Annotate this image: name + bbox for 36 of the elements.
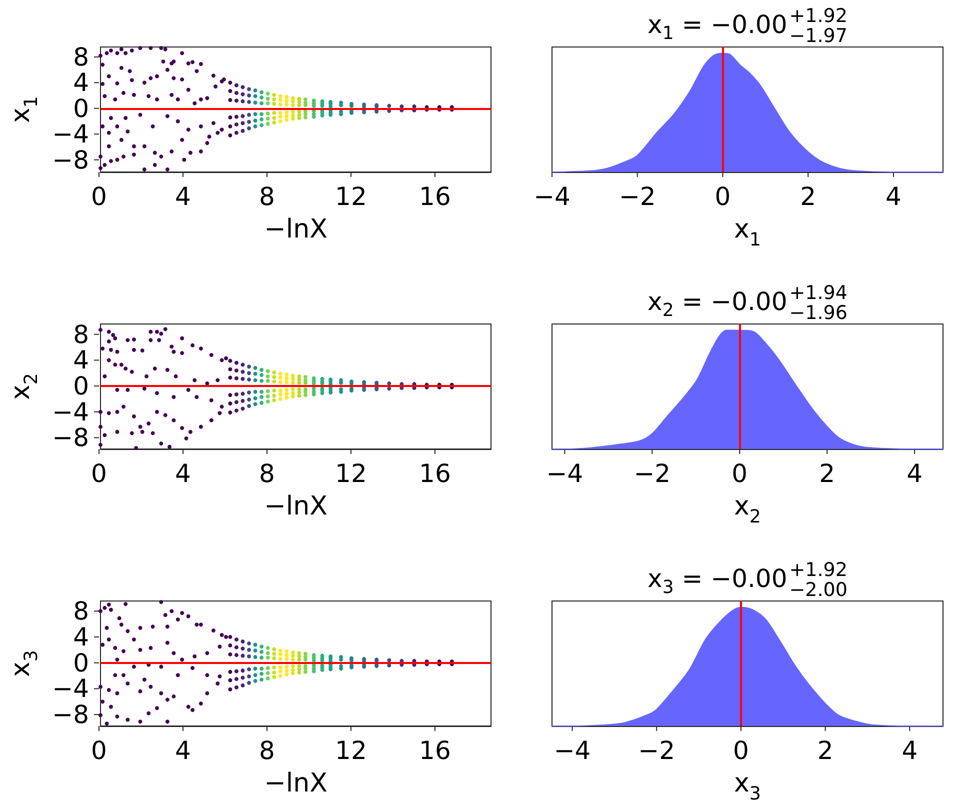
- x-tick-label: 2: [817, 736, 834, 765]
- y-axis-title: x2: [6, 373, 42, 400]
- x-tick-label: 4: [175, 736, 191, 765]
- x-tick-label: 2: [800, 182, 816, 211]
- x-axis-title: −lnX: [264, 768, 328, 798]
- x-tick-label: 12: [335, 459, 367, 488]
- x-tick-label: 0: [732, 459, 748, 488]
- x-tick-label: −2: [634, 459, 671, 488]
- x-tick-label: 4: [175, 459, 191, 488]
- x-tick-label: −2: [638, 736, 676, 765]
- x-tick-label: 8: [259, 182, 275, 211]
- x-tick-label: 0: [91, 182, 107, 211]
- x-tick-label: 0: [91, 459, 107, 488]
- x-tick-label: 0: [91, 736, 107, 765]
- x-tick-label: 8: [259, 459, 275, 488]
- x-axis-title: −lnX: [264, 214, 328, 244]
- x-tick-label: 12: [335, 182, 367, 211]
- x-tick-label: 2: [819, 459, 836, 488]
- x-tick-label: 8: [259, 736, 275, 765]
- x-tick-label: 0: [714, 182, 731, 211]
- x-tick-label: 0: [733, 736, 749, 765]
- x-tick-label: −4: [554, 736, 591, 765]
- x-tick-label: 4: [902, 736, 918, 765]
- x-tick-label: −2: [618, 182, 656, 211]
- x-tick-label: 16: [419, 459, 451, 488]
- y-axis-title: x1: [6, 96, 42, 123]
- x-tick-label: −4: [546, 459, 584, 488]
- x-axis-title: −lnX: [264, 492, 328, 522]
- x-tick-label: 12: [335, 736, 367, 765]
- x-tick-label: 16: [419, 182, 451, 211]
- x-tick-label: 4: [906, 459, 923, 488]
- y-axis-title: x3: [6, 650, 42, 677]
- x-tick-label: 16: [419, 736, 451, 765]
- x-tick-label: 4: [886, 182, 902, 211]
- x-tick-label: 4: [175, 182, 191, 211]
- x-tick-label: −4: [534, 182, 570, 211]
